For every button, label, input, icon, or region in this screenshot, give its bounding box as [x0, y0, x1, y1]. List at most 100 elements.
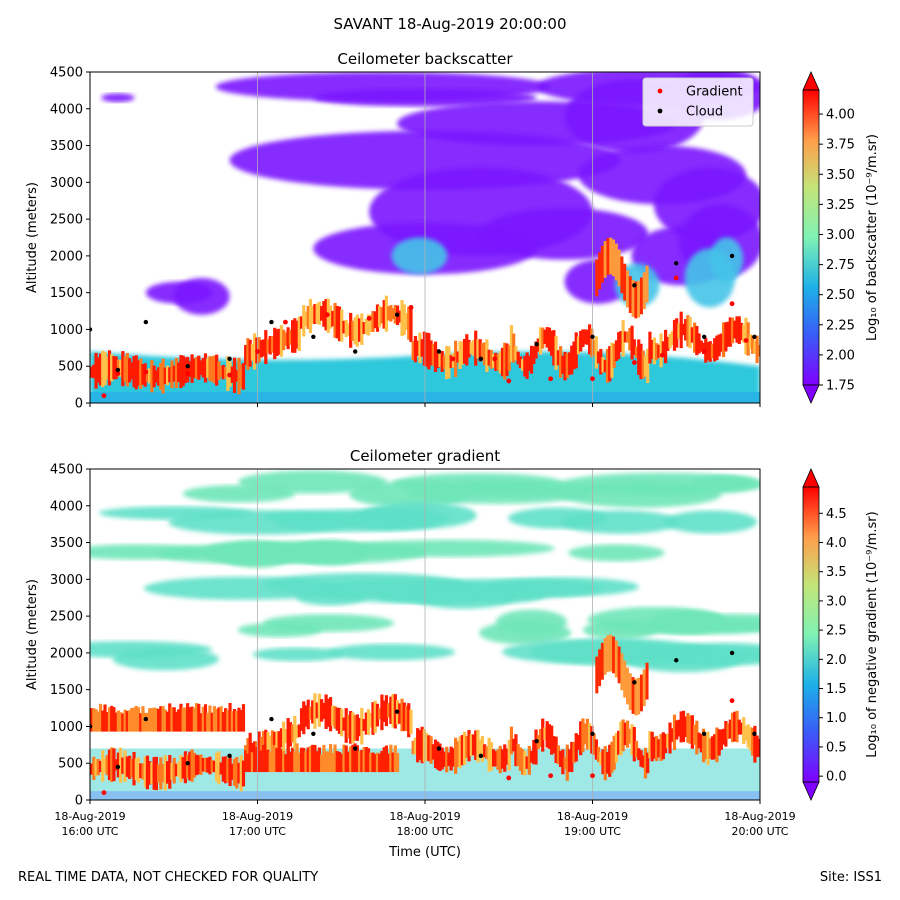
colorbar: 1.75 2.00 2.25 2.50 2.75 3.00 3.25 3.50 3.75 4.00…: [802, 71, 880, 404]
gradient-point-6: [283, 319, 288, 325]
colorbar-tick-label-0: 1.75: [826, 379, 855, 394]
y-tick-label-3: 1500: [50, 286, 83, 301]
gradient-point-2: [548, 773, 554, 779]
boundary-layer-band: [90, 237, 760, 395]
colorbar-tick-label-6: 3.0: [826, 594, 847, 609]
x-tick-date-2: 18-Aug-2019: [389, 810, 460, 823]
cloud-point-15: [701, 731, 707, 736]
cloud-point-6: [311, 334, 316, 339]
legend-marker-cloud: [657, 108, 663, 114]
colorbar-tick-label-4: 2.0: [826, 653, 847, 668]
cloud-point-13: [632, 283, 637, 288]
gradient-point-0: [101, 393, 107, 399]
gradient-point-9: [408, 304, 414, 310]
x-tick-date-1: 18-Aug-2019: [222, 810, 293, 823]
cloud-point-2: [143, 716, 149, 722]
y-tick-label-0: 0: [75, 794, 83, 809]
gradient-point-13: [548, 376, 554, 382]
colorbar-tick-label-8: 4.0: [826, 536, 847, 551]
colorbar-extend-max: [802, 468, 820, 488]
y-tick-label-8: 4000: [50, 499, 83, 514]
gradient-point-12: [506, 378, 512, 384]
x-tick-time-0: 16:00 UTC: [61, 825, 118, 838]
cloud-point-7: [353, 746, 358, 751]
cloud-point-3: [185, 761, 190, 766]
x-axis-label: Time (UTC): [388, 845, 461, 860]
cloud-point-3: [185, 364, 190, 369]
y-tick-label-4: 2000: [50, 249, 83, 264]
cloud-point-16: [729, 650, 735, 656]
y-tick-label-9: 4500: [50, 463, 83, 478]
legend-marker-gradient: [657, 88, 663, 94]
cloud-point-8: [394, 312, 400, 317]
colorbar-tick-label-4: 2.75: [826, 258, 855, 273]
gradient-point-3: [185, 371, 191, 376]
gradient-point-1: [115, 371, 121, 376]
cloud-point-1: [115, 367, 121, 373]
cloud-point-12: [590, 731, 595, 736]
colorbar-extend-min: [802, 384, 820, 404]
y-tick-label-6: 3000: [50, 176, 83, 191]
colorbar-tick-label-7: 3.5: [826, 565, 847, 580]
colorbar-tick-label-0: 0.0: [826, 770, 847, 785]
gradient-point-16: [659, 352, 665, 358]
cloud-point-8: [394, 709, 400, 714]
cloud-point-4: [227, 356, 232, 362]
cloud-point-1: [115, 764, 121, 770]
figure-title: SAVANT 18-Aug-2019 20:00:00: [333, 15, 567, 33]
colorbar-frame: [802, 89, 820, 386]
cloud-point-2: [143, 319, 149, 325]
y-axis-label: Altitude (meters): [25, 579, 40, 690]
y-tick-label-1: 500: [58, 360, 83, 375]
gradient-point-0: [101, 790, 107, 796]
y-tick-label-7: 3500: [50, 536, 83, 551]
colorbar-tick-label-1: 2.00: [826, 348, 855, 363]
colorbar-gradient: [803, 90, 819, 385]
gradient-point-14: [590, 376, 595, 382]
y-axis-label: Altitude (meters): [25, 182, 40, 293]
y-tick-label-0: 0: [75, 397, 83, 412]
x-tick-date-0: 18-Aug-2019: [54, 810, 125, 823]
cloud-point-10: [478, 356, 484, 362]
cloud-point-5: [269, 716, 274, 722]
colorbar-tick-label-9: 4.5: [826, 507, 847, 522]
y-tick-label-5: 2500: [50, 610, 83, 625]
cloud-point-16: [729, 253, 735, 259]
site-label: Site: ISS1: [819, 870, 882, 885]
y-tick-label-3: 1500: [50, 683, 83, 698]
panel-title: Ceilometer backscatter: [337, 50, 513, 68]
boundary-layer-band: [90, 634, 760, 792]
panel-title: Ceilometer gradient: [350, 447, 500, 465]
cloud-point-10: [478, 753, 484, 759]
gradient-point-4: [729, 698, 735, 704]
gradient-point-3: [590, 773, 595, 779]
colorbar-tick-label-5: 3.00: [826, 228, 855, 243]
cloud-point-9: [436, 349, 442, 354]
x-tick-time-2: 18:00 UTC: [396, 825, 453, 838]
colorbar-tick-label-1: 0.5: [826, 740, 847, 755]
backscatter-panel: 0 500 1000 1500 2000 2500 3000 3500 4000 4500 Alti…: [25, 50, 880, 412]
gradient-point-8: [366, 316, 372, 321]
colorbar-extend-max: [802, 71, 820, 91]
colorbar-tick-label-7: 3.50: [826, 168, 855, 183]
gradient-point-19: [729, 301, 735, 307]
gradient-point-18: [701, 349, 707, 354]
y-tick-label-5: 2500: [50, 213, 83, 228]
y-tick-label-9: 4500: [50, 66, 83, 81]
y-tick-label-2: 1000: [50, 720, 83, 735]
legend-label-cloud: Cloud: [686, 105, 723, 120]
cloud-point-15: [701, 334, 707, 339]
colorbar-tick-label-5: 2.5: [826, 624, 847, 639]
colorbar-tick-label-3: 1.5: [826, 682, 847, 697]
colorbar: 0.0 0.5 1.0 1.5 2.0 2.5 3.0 3.5 4.0 4.5 Log₁₀ of n…: [802, 468, 880, 801]
x-tick-date-3: 18-Aug-2019: [557, 810, 628, 823]
colorbar-gradient: [803, 487, 819, 782]
gradient-point-11: [492, 356, 498, 362]
cloud-point-14: [674, 658, 679, 663]
scatter-markers: [90, 253, 757, 399]
y-tick-label-8: 4000: [50, 102, 83, 117]
gradient-point-17: [673, 275, 679, 281]
gradient-point-10: [450, 356, 456, 362]
cloud-point-5: [269, 319, 274, 325]
